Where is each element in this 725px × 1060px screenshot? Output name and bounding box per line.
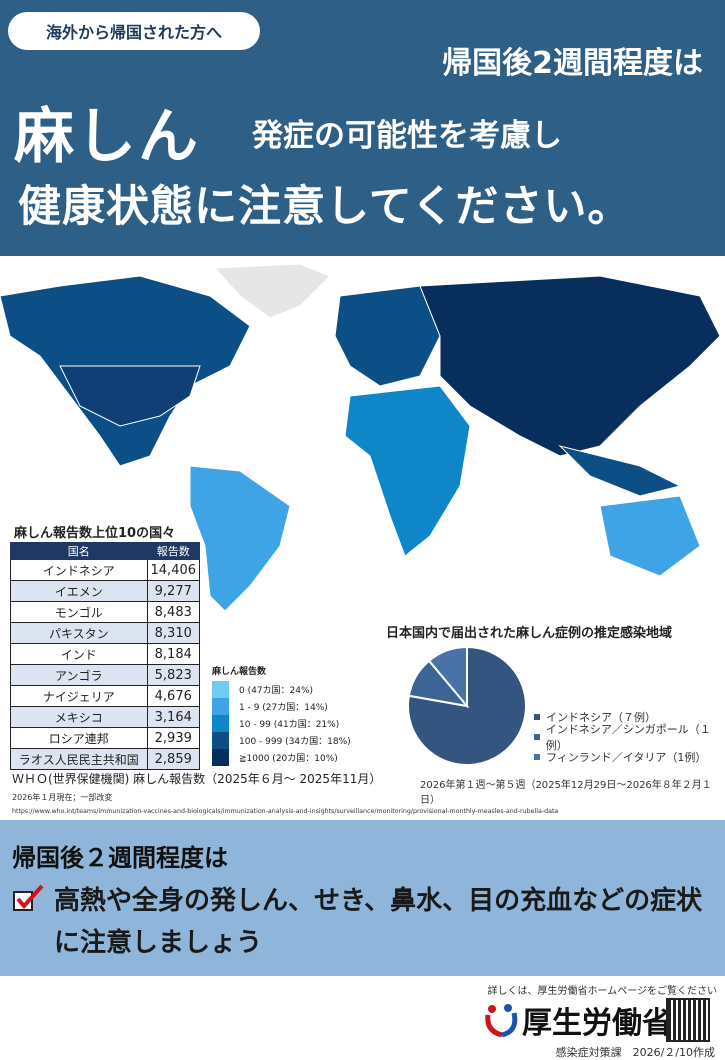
count-cell: 5,823 bbox=[146, 664, 201, 686]
pie-period-note: 2026年第１週～第５週（2025年12月29日～2026年８年２月１日） bbox=[420, 780, 712, 806]
more-info-text: 詳しくは、厚生労働省ホームページをご覧ください bbox=[487, 986, 718, 997]
count-cell: 8,184 bbox=[146, 643, 201, 665]
notice-title: 帰国後２週間程度は bbox=[12, 844, 228, 872]
mhlw-logo-icon bbox=[485, 1004, 518, 1037]
country-cell: ナイジェリア bbox=[10, 685, 148, 707]
notice-band bbox=[0, 820, 725, 976]
source-url[interactable]: https://www.who.int/teams/immunization-v… bbox=[12, 808, 559, 815]
map-legend: 麻しん報告数 0 (47カ国：24%) 1 - 9 (27カ国：14%) 10 - … bbox=[212, 664, 351, 766]
pie-legend-label: インドネシア／シンガポール（１例） bbox=[545, 723, 711, 752]
map-usa bbox=[59, 365, 201, 427]
world-measles-map bbox=[0, 256, 725, 616]
table-row: ロシア連邦 2,939 bbox=[10, 727, 201, 749]
table-title: 麻しん報告数上位10の国々 bbox=[14, 526, 176, 541]
legend-item: 100 - 999 (34カ国：18%) bbox=[212, 732, 351, 749]
count-cell: 8,310 bbox=[146, 622, 201, 644]
table-row: インドネシア 14,406 bbox=[10, 559, 201, 581]
map-legend-title: 麻しん報告数 bbox=[212, 667, 267, 677]
pie-slice bbox=[427, 645, 468, 709]
legend-item: 10 - 99 (41カ国：21%) bbox=[212, 715, 351, 732]
pie-title: 日本国内で届出された麻しん症例の推定感染地域 bbox=[386, 626, 673, 641]
country-cell: インドネシア bbox=[10, 559, 148, 581]
headline-line3: 健康状態に注意してください。 bbox=[18, 182, 632, 232]
country-cell: ロシア連邦 bbox=[10, 727, 148, 749]
map-asia bbox=[419, 275, 721, 457]
legend-swatch bbox=[212, 715, 229, 732]
pie-legend-label: インドネシア（７例） bbox=[546, 711, 656, 724]
count-cell: 3,164 bbox=[146, 706, 201, 728]
count-cell: 9,277 bbox=[146, 580, 201, 602]
count-cell: 14,406 bbox=[146, 559, 201, 581]
table-row: インド 8,184 bbox=[10, 643, 201, 665]
country-cell: インド bbox=[10, 643, 148, 665]
pie-legend-label: フィンランド／イタリア（1例） bbox=[546, 751, 707, 764]
as-of-note: 2026年１月現在；一部改変 bbox=[12, 793, 113, 802]
headline-disease: 麻しん bbox=[14, 102, 200, 172]
legend-item: 1 - 9 (27カ国：14%) bbox=[212, 698, 351, 715]
source-caption: ＷＨＯ(世界保健機関) 麻しん報告数（2025年６月～ 2025年11月） bbox=[12, 772, 382, 786]
country-cell: ラオス人民民主共和国 bbox=[10, 748, 148, 770]
header-banner: 海外から帰国された方へ 帰国後2週間程度は 麻しん 発症の可能性を考慮し 健康状… bbox=[0, 0, 725, 256]
legend-label: 0 (47カ国：24%) bbox=[239, 686, 314, 696]
pie-legend-item: インドネシア（７例） bbox=[534, 707, 725, 727]
table-row: メキシコ 3,164 bbox=[10, 706, 201, 728]
count-cell: 2,939 bbox=[146, 727, 201, 749]
pie-legend: インドネシア（７例） インドネシア／シンガポール（１例） フィンランド／イタリア（1… bbox=[534, 707, 725, 767]
pie-legend-marker bbox=[534, 754, 540, 760]
table-row: モンゴル 8,483 bbox=[10, 601, 201, 623]
map-africa bbox=[344, 385, 471, 557]
pie-chart bbox=[407, 645, 527, 766]
country-cell: イエメン bbox=[10, 580, 148, 602]
checkbox-check-icon bbox=[13, 884, 44, 911]
notice-body: 高熱や全身の発しん、せき、鼻水、目の充血などの症状に注意しましょう bbox=[54, 886, 703, 958]
headline-line2: 発症の可能性を考慮し bbox=[252, 118, 562, 154]
count-cell: 2,859 bbox=[146, 748, 201, 770]
map-southeast-asia bbox=[558, 445, 682, 497]
target-audience-badge: 海外から帰国された方へ bbox=[8, 12, 260, 50]
legend-swatch bbox=[212, 749, 229, 766]
legend-item: ≧1000 (20カ国：10%) bbox=[212, 749, 351, 766]
headline-line1: 帰国後2週間程度は bbox=[442, 46, 703, 81]
legend-swatch bbox=[212, 681, 229, 698]
pie-legend-item: フィンランド／イタリア（1例） bbox=[534, 747, 725, 767]
country-cell: モンゴル bbox=[10, 601, 148, 623]
top10-table: 国名 報告数 インドネシア 14,406 イエメン 9,277 モンゴル 8,483 パキス… bbox=[10, 542, 201, 770]
table-row: アンゴラ 5,823 bbox=[10, 664, 201, 686]
count-cell: 4,676 bbox=[146, 685, 201, 707]
map-greenland bbox=[213, 263, 331, 319]
legend-swatch bbox=[212, 698, 229, 715]
pie-legend-item: インドネシア／シンガポール（１例） bbox=[534, 723, 725, 752]
legend-label: ≧1000 (20カ国：10%) bbox=[239, 754, 338, 764]
map-australia bbox=[599, 495, 701, 577]
table-row: ナイジェリア 4,676 bbox=[10, 685, 201, 707]
country-cell: アンゴラ bbox=[10, 664, 148, 686]
table-row: ラオス人民民主共和国 2,859 bbox=[10, 748, 201, 770]
department-date: 感染症対策課 2026/２/10作成 bbox=[555, 1046, 715, 1059]
legend-label: 1 - 9 (27カ国：14%) bbox=[239, 703, 328, 713]
pie-legend-marker bbox=[534, 734, 540, 740]
table-row: イエメン 9,277 bbox=[10, 580, 201, 602]
map-south-america bbox=[189, 465, 291, 612]
legend-swatch bbox=[212, 732, 229, 749]
ministry-name: 厚生労働省 bbox=[522, 1006, 672, 1041]
legend-item: 0 (47カ国：24%) bbox=[212, 681, 351, 698]
legend-label: 10 - 99 (41カ国：21%) bbox=[239, 720, 340, 730]
country-cell: メキシコ bbox=[10, 706, 148, 728]
pie-legend-marker bbox=[534, 714, 540, 720]
qr-code[interactable] bbox=[666, 998, 710, 1042]
legend-label: 100 - 999 (34カ国：18%) bbox=[239, 737, 351, 747]
country-cell: パキスタン bbox=[10, 622, 148, 644]
column-header-count: 報告数 bbox=[146, 542, 201, 560]
count-cell: 8,483 bbox=[146, 601, 201, 623]
table-row: パキスタン 8,310 bbox=[10, 622, 201, 644]
column-header-country: 国名 bbox=[10, 542, 148, 560]
